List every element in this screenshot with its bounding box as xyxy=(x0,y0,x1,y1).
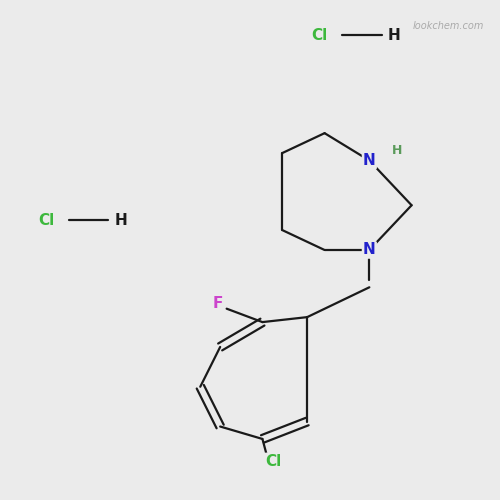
Text: H: H xyxy=(114,212,127,228)
Text: lookchem.com: lookchem.com xyxy=(412,22,484,32)
Text: Cl: Cl xyxy=(38,212,54,228)
Text: N: N xyxy=(363,153,376,168)
Text: F: F xyxy=(212,296,223,311)
Text: H: H xyxy=(392,144,402,157)
Text: H: H xyxy=(388,28,400,42)
Text: N: N xyxy=(363,242,376,258)
Text: Cl: Cl xyxy=(312,28,328,42)
Text: Cl: Cl xyxy=(266,454,282,469)
